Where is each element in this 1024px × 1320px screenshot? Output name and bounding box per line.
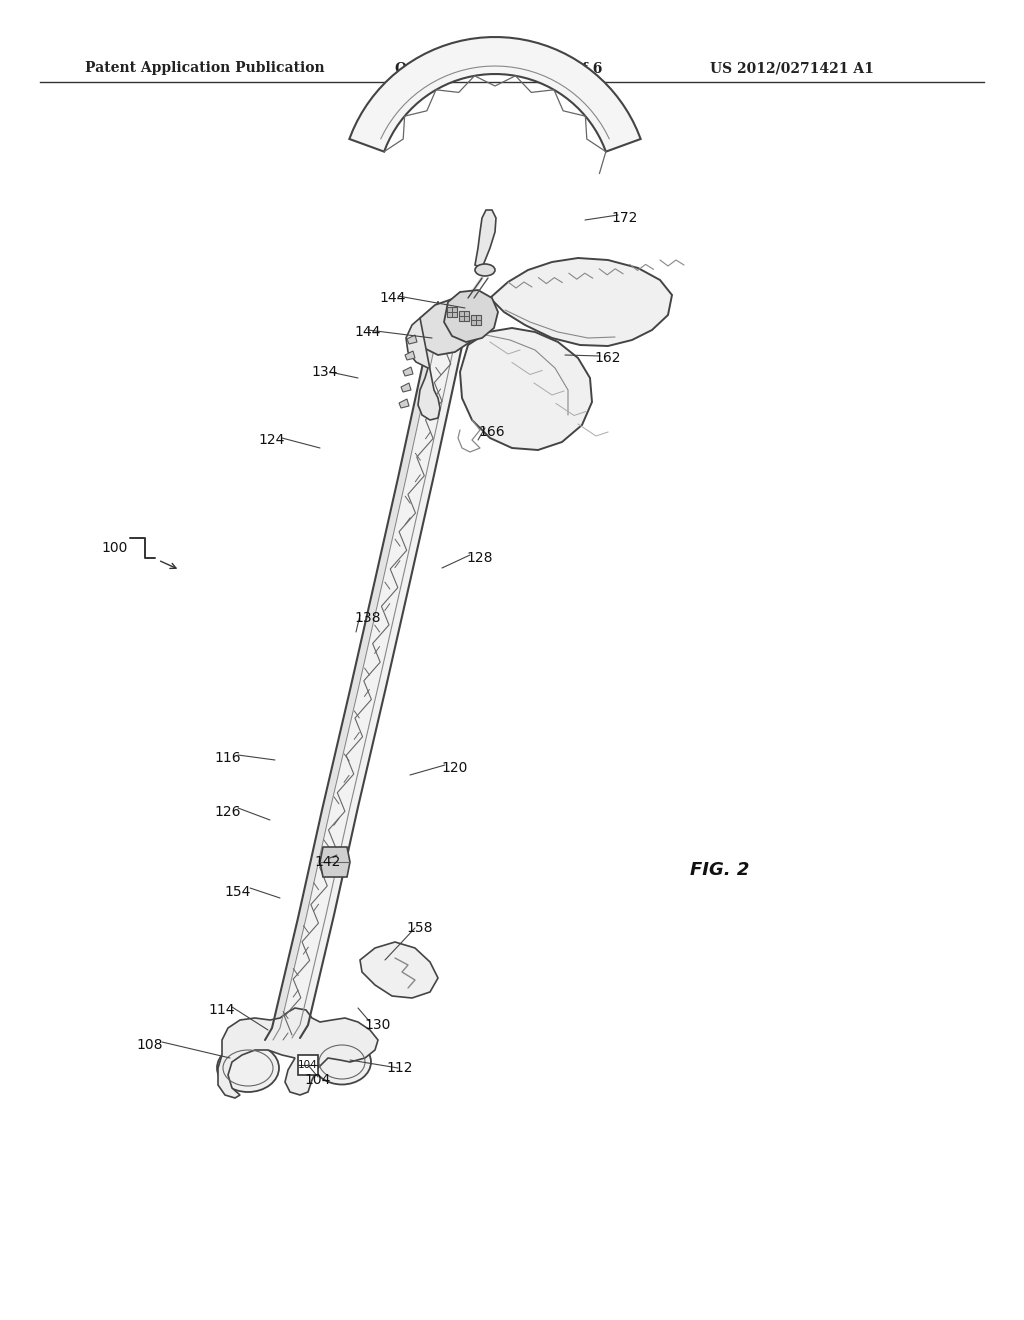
Text: 162: 162 — [595, 351, 622, 366]
Text: 130: 130 — [365, 1018, 391, 1032]
Text: 126: 126 — [215, 805, 242, 818]
Text: 112: 112 — [387, 1061, 414, 1074]
Polygon shape — [399, 399, 409, 408]
Polygon shape — [265, 300, 474, 1040]
Text: Oct. 25, 2012  Sheet 2 of 6: Oct. 25, 2012 Sheet 2 of 6 — [395, 61, 602, 75]
Text: 154: 154 — [225, 884, 251, 899]
Polygon shape — [265, 302, 445, 1040]
Text: 120: 120 — [441, 762, 468, 775]
Polygon shape — [444, 290, 498, 342]
Text: 172: 172 — [611, 211, 638, 224]
Text: 116: 116 — [215, 751, 242, 766]
Text: US 2012/0271421 A1: US 2012/0271421 A1 — [710, 61, 873, 75]
Bar — [471, 315, 481, 325]
Polygon shape — [319, 847, 350, 876]
Polygon shape — [218, 1008, 378, 1098]
Polygon shape — [407, 335, 417, 345]
Text: 138: 138 — [354, 611, 381, 624]
Bar — [459, 312, 469, 321]
Text: 108: 108 — [137, 1038, 163, 1052]
Polygon shape — [460, 327, 592, 450]
Polygon shape — [475, 210, 496, 268]
Text: Patent Application Publication: Patent Application Publication — [85, 61, 325, 75]
Ellipse shape — [313, 1040, 371, 1085]
Text: 166: 166 — [478, 425, 505, 440]
Ellipse shape — [217, 1044, 279, 1092]
Polygon shape — [360, 942, 438, 998]
Polygon shape — [401, 383, 411, 392]
Bar — [447, 308, 457, 317]
Polygon shape — [490, 257, 672, 346]
Text: 142: 142 — [314, 855, 341, 869]
Polygon shape — [416, 298, 482, 355]
Ellipse shape — [475, 264, 495, 276]
Text: 134: 134 — [312, 366, 338, 379]
Text: 124: 124 — [259, 433, 286, 447]
Polygon shape — [403, 367, 413, 376]
Text: FIG. 2: FIG. 2 — [690, 861, 750, 879]
Polygon shape — [406, 351, 415, 360]
Text: 158: 158 — [407, 921, 433, 935]
Polygon shape — [298, 1055, 318, 1074]
Text: 104: 104 — [305, 1073, 331, 1086]
Text: 144: 144 — [380, 290, 407, 305]
Text: 104: 104 — [298, 1060, 317, 1071]
Text: 100: 100 — [101, 541, 128, 554]
Polygon shape — [406, 318, 440, 420]
Text: 128: 128 — [467, 550, 494, 565]
Text: 114: 114 — [209, 1003, 236, 1016]
Text: 144: 144 — [354, 325, 381, 339]
Polygon shape — [349, 37, 641, 152]
